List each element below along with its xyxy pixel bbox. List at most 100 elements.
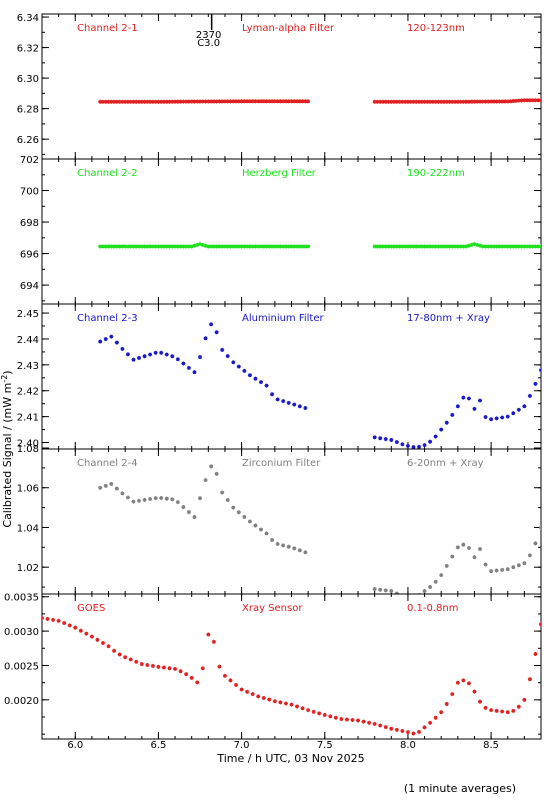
data-point [428, 720, 433, 725]
data-point [123, 244, 128, 249]
data-point [383, 437, 388, 442]
data-point [400, 442, 405, 447]
data-point [234, 99, 239, 104]
data-point [505, 567, 510, 572]
data-point [56, 618, 61, 623]
data-point [397, 99, 402, 104]
data-point [464, 244, 469, 249]
data-point [444, 701, 449, 706]
data-point [123, 99, 128, 104]
data-point [286, 99, 291, 104]
data-point [500, 244, 505, 249]
data-point [401, 593, 403, 594]
data-point [164, 244, 169, 249]
y-tick-label: 6.26 [17, 135, 39, 146]
data-point [264, 99, 269, 104]
data-point [123, 655, 128, 660]
panel-frame [41, 593, 542, 740]
y-tick-label: 1.08 [17, 444, 39, 455]
data-point [125, 99, 130, 104]
data-point [264, 531, 269, 536]
data-point [378, 99, 383, 104]
data-point [491, 99, 496, 104]
data-point [125, 495, 130, 500]
panel-filter-label: Aluminium Filter [242, 313, 325, 324]
data-point [106, 644, 111, 649]
data-point [200, 99, 205, 104]
data-point [148, 99, 153, 104]
data-point [112, 648, 117, 653]
data-point [148, 244, 153, 249]
data-point [161, 244, 166, 249]
data-point [303, 244, 308, 249]
data-point [286, 244, 291, 249]
data-point [253, 376, 258, 381]
y-axis-label: Calibrated Signal / (mW m-2) [0, 370, 14, 527]
data-point [120, 99, 125, 104]
data-point [389, 244, 394, 249]
data-point [289, 99, 294, 104]
data-point [367, 720, 372, 725]
data-point [389, 437, 394, 442]
data-point [428, 439, 433, 444]
data-point [489, 708, 494, 713]
data-point [206, 632, 211, 637]
data-point [497, 99, 502, 104]
data-point [478, 243, 483, 248]
data-point [242, 514, 247, 519]
panel-data-markers [98, 98, 541, 104]
data-point [536, 98, 541, 103]
data-point [242, 244, 247, 249]
data-point [483, 415, 488, 420]
data-point [494, 99, 499, 104]
x-tick-labels: 6.0 6.5 7.0 7.5 8.0 8.5 [67, 740, 499, 751]
data-point [428, 585, 433, 590]
x-tick-label: 7.0 [234, 740, 250, 751]
data-point [259, 380, 264, 385]
data-point [259, 244, 264, 249]
data-point [411, 445, 416, 449]
data-point [256, 99, 261, 104]
data-point [505, 710, 510, 715]
panel-data-markers [98, 322, 541, 449]
data-point [195, 242, 200, 247]
data-point [220, 347, 225, 352]
data-point [436, 99, 441, 104]
data-point [405, 244, 410, 249]
data-point [295, 99, 300, 104]
data-point [475, 242, 480, 247]
data-point [297, 99, 302, 104]
panel-data-markers [42, 616, 541, 736]
data-point [239, 244, 244, 249]
data-point [220, 99, 225, 104]
data-point [450, 554, 455, 559]
data-point [100, 641, 105, 646]
x-tick-label: 7.5 [317, 740, 333, 751]
data-point [422, 589, 427, 594]
data-point [414, 244, 419, 249]
data-point [145, 244, 150, 249]
data-point [114, 244, 119, 249]
data-point [533, 98, 538, 103]
data-point [139, 99, 144, 104]
y-tick-label: 2.44 [17, 335, 39, 346]
data-point [322, 712, 327, 717]
data-point [95, 637, 100, 642]
data-point [173, 666, 178, 671]
data-point [475, 99, 480, 104]
data-point [439, 710, 444, 715]
data-point [508, 244, 513, 249]
data-point [203, 478, 208, 483]
data-point [134, 99, 139, 104]
y-tick-label: 6.30 [17, 74, 39, 85]
data-point [297, 244, 302, 249]
data-point [100, 99, 105, 104]
data-point [211, 99, 216, 104]
data-point [522, 98, 527, 103]
data-point [450, 244, 455, 249]
data-point [120, 244, 125, 249]
data-point [270, 538, 275, 543]
data-point [217, 244, 222, 249]
y-tick-label: 2.42 [17, 387, 39, 398]
data-point [114, 340, 119, 345]
